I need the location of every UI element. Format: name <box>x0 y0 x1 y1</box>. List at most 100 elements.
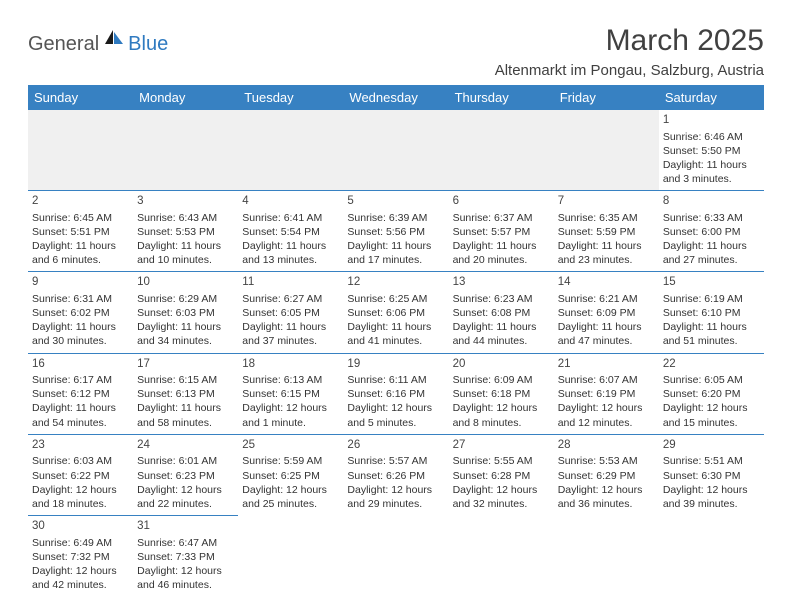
calendar-cell: 28Sunrise: 5:53 AMSunset: 6:29 PMDayligh… <box>554 434 659 515</box>
sunrise-text: Sunrise: 6:46 AM <box>663 130 760 144</box>
calendar-cell: 29Sunrise: 5:51 AMSunset: 6:30 PMDayligh… <box>659 434 764 515</box>
sunrise-text: Sunrise: 6:19 AM <box>663 292 760 306</box>
day-number: 3 <box>137 194 234 210</box>
daylight-text: Daylight: 11 hours and 6 minutes. <box>32 239 129 267</box>
sunrise-text: Sunrise: 5:53 AM <box>558 454 655 468</box>
daylight-text: Daylight: 12 hours and 32 minutes. <box>453 483 550 511</box>
sunrise-text: Sunrise: 6:21 AM <box>558 292 655 306</box>
day-number: 29 <box>663 438 760 454</box>
sunrise-text: Sunrise: 6:27 AM <box>242 292 339 306</box>
sunrise-text: Sunrise: 6:09 AM <box>453 373 550 387</box>
calendar-cell: 19Sunrise: 6:11 AMSunset: 6:16 PMDayligh… <box>343 353 448 434</box>
calendar-cell: 18Sunrise: 6:13 AMSunset: 6:15 PMDayligh… <box>238 353 343 434</box>
daylight-text: Daylight: 11 hours and 58 minutes. <box>137 401 234 429</box>
calendar-cell: 8Sunrise: 6:33 AMSunset: 6:00 PMDaylight… <box>659 191 764 272</box>
sunset-text: Sunset: 6:26 PM <box>347 469 444 483</box>
calendar-cell <box>28 110 133 191</box>
sunrise-text: Sunrise: 6:29 AM <box>137 292 234 306</box>
calendar-cell: 27Sunrise: 5:55 AMSunset: 6:28 PMDayligh… <box>449 434 554 515</box>
calendar-cell: 20Sunrise: 6:09 AMSunset: 6:18 PMDayligh… <box>449 353 554 434</box>
sunset-text: Sunset: 6:22 PM <box>32 469 129 483</box>
day-number: 25 <box>242 438 339 454</box>
day-number: 15 <box>663 275 760 291</box>
daylight-text: Daylight: 11 hours and 47 minutes. <box>558 320 655 348</box>
sunset-text: Sunset: 5:57 PM <box>453 225 550 239</box>
calendar-cell: 6Sunrise: 6:37 AMSunset: 5:57 PMDaylight… <box>449 191 554 272</box>
calendar-cell: 30Sunrise: 6:49 AMSunset: 7:32 PMDayligh… <box>28 516 133 597</box>
calendar-row: 2Sunrise: 6:45 AMSunset: 5:51 PMDaylight… <box>28 191 764 272</box>
calendar-cell: 13Sunrise: 6:23 AMSunset: 6:08 PMDayligh… <box>449 272 554 353</box>
daylight-text: Daylight: 11 hours and 37 minutes. <box>242 320 339 348</box>
day-number: 4 <box>242 194 339 210</box>
daylight-text: Daylight: 12 hours and 18 minutes. <box>32 483 129 511</box>
sunset-text: Sunset: 6:10 PM <box>663 306 760 320</box>
daylight-text: Daylight: 12 hours and 5 minutes. <box>347 401 444 429</box>
day-number: 20 <box>453 357 550 373</box>
sunrise-text: Sunrise: 6:35 AM <box>558 211 655 225</box>
sunset-text: Sunset: 5:53 PM <box>137 225 234 239</box>
sunset-text: Sunset: 7:32 PM <box>32 550 129 564</box>
day-number: 31 <box>137 519 234 535</box>
sail-icon <box>103 28 125 51</box>
day-number: 19 <box>347 357 444 373</box>
dayhead-monday: Monday <box>133 85 238 110</box>
calendar-cell: 1Sunrise: 6:46 AMSunset: 5:50 PMDaylight… <box>659 110 764 191</box>
sunrise-text: Sunrise: 5:59 AM <box>242 454 339 468</box>
dayhead-saturday: Saturday <box>659 85 764 110</box>
sunset-text: Sunset: 6:23 PM <box>137 469 234 483</box>
sunset-text: Sunset: 6:19 PM <box>558 387 655 401</box>
sunrise-text: Sunrise: 6:31 AM <box>32 292 129 306</box>
calendar-cell: 10Sunrise: 6:29 AMSunset: 6:03 PMDayligh… <box>133 272 238 353</box>
dayhead-friday: Friday <box>554 85 659 110</box>
daylight-text: Daylight: 12 hours and 15 minutes. <box>663 401 760 429</box>
sunrise-text: Sunrise: 6:25 AM <box>347 292 444 306</box>
calendar-cell: 31Sunrise: 6:47 AMSunset: 7:33 PMDayligh… <box>133 516 238 597</box>
calendar-cell: 14Sunrise: 6:21 AMSunset: 6:09 PMDayligh… <box>554 272 659 353</box>
day-number: 30 <box>32 519 129 535</box>
day-number: 22 <box>663 357 760 373</box>
calendar-cell <box>133 110 238 191</box>
day-number: 12 <box>347 275 444 291</box>
daylight-text: Daylight: 11 hours and 3 minutes. <box>663 158 760 186</box>
sunrise-text: Sunrise: 6:05 AM <box>663 373 760 387</box>
calendar-cell <box>449 110 554 191</box>
day-number: 6 <box>453 194 550 210</box>
day-number: 8 <box>663 194 760 210</box>
sunset-text: Sunset: 6:12 PM <box>32 387 129 401</box>
daylight-text: Daylight: 12 hours and 29 minutes. <box>347 483 444 511</box>
day-number: 28 <box>558 438 655 454</box>
calendar-table: Sunday Monday Tuesday Wednesday Thursday… <box>28 85 764 596</box>
dayhead-thursday: Thursday <box>449 85 554 110</box>
daylight-text: Daylight: 12 hours and 46 minutes. <box>137 564 234 592</box>
location-text: Altenmarkt im Pongau, Salzburg, Austria <box>495 62 764 79</box>
calendar-cell: 16Sunrise: 6:17 AMSunset: 6:12 PMDayligh… <box>28 353 133 434</box>
sunset-text: Sunset: 6:09 PM <box>558 306 655 320</box>
calendar-cell <box>238 516 343 597</box>
day-number: 7 <box>558 194 655 210</box>
calendar-cell: 3Sunrise: 6:43 AMSunset: 5:53 PMDaylight… <box>133 191 238 272</box>
sunrise-text: Sunrise: 6:07 AM <box>558 373 655 387</box>
daylight-text: Daylight: 12 hours and 1 minute. <box>242 401 339 429</box>
day-number: 1 <box>663 113 760 129</box>
sunrise-text: Sunrise: 6:47 AM <box>137 536 234 550</box>
sunrise-text: Sunrise: 6:11 AM <box>347 373 444 387</box>
daylight-text: Daylight: 11 hours and 51 minutes. <box>663 320 760 348</box>
header: General Blue March 2025 Altenmarkt im Po… <box>28 24 764 79</box>
day-number: 17 <box>137 357 234 373</box>
sunrise-text: Sunrise: 6:49 AM <box>32 536 129 550</box>
sunset-text: Sunset: 6:16 PM <box>347 387 444 401</box>
title-block: March 2025 Altenmarkt im Pongau, Salzbur… <box>495 24 764 79</box>
calendar-page: General Blue March 2025 Altenmarkt im Po… <box>0 0 792 606</box>
calendar-cell: 26Sunrise: 5:57 AMSunset: 6:26 PMDayligh… <box>343 434 448 515</box>
calendar-cell: 12Sunrise: 6:25 AMSunset: 6:06 PMDayligh… <box>343 272 448 353</box>
calendar-cell: 11Sunrise: 6:27 AMSunset: 6:05 PMDayligh… <box>238 272 343 353</box>
day-number: 5 <box>347 194 444 210</box>
daylight-text: Daylight: 11 hours and 20 minutes. <box>453 239 550 267</box>
daylight-text: Daylight: 11 hours and 10 minutes. <box>137 239 234 267</box>
sunset-text: Sunset: 6:08 PM <box>453 306 550 320</box>
day-number: 10 <box>137 275 234 291</box>
day-number: 27 <box>453 438 550 454</box>
day-number: 16 <box>32 357 129 373</box>
sunset-text: Sunset: 6:02 PM <box>32 306 129 320</box>
sunrise-text: Sunrise: 6:37 AM <box>453 211 550 225</box>
